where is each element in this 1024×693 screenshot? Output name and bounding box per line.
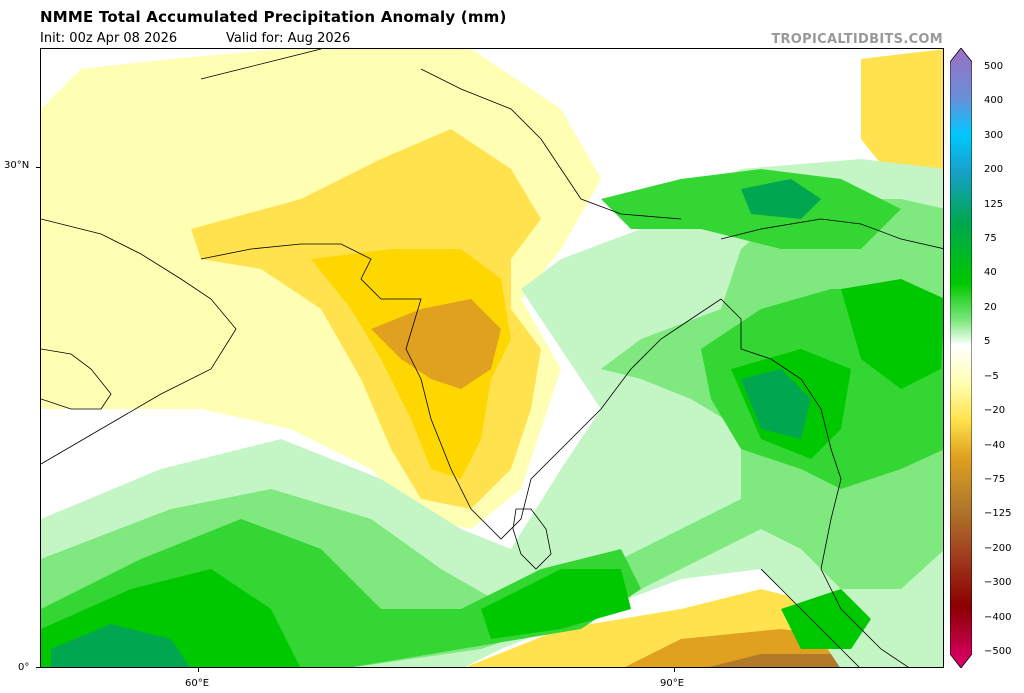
- colorbar-label: 300: [984, 129, 1004, 141]
- colorbar-label: 125: [984, 198, 1004, 210]
- colorbar-label: −400: [984, 611, 1012, 623]
- wet-region-dark-south: [481, 569, 631, 639]
- init-time: Init: 00z Apr 08 2026: [40, 31, 178, 46]
- wet-region-deep-n: [741, 179, 821, 219]
- dry-region-dark: [371, 299, 501, 389]
- colorbar-label: 20: [984, 301, 997, 313]
- wet-region-se: [781, 589, 871, 649]
- wet-region-deep-sw: [51, 624, 190, 667]
- lon-tick-60e: 60°E: [185, 678, 210, 689]
- dry-region-ne: [861, 49, 943, 189]
- lat-tick-0: 0°: [18, 662, 30, 673]
- colorbar-label: −300: [984, 577, 1012, 589]
- lon-tickmark-90e: [674, 668, 675, 672]
- lat-tickmark-0: [36, 667, 40, 668]
- colorbar-label: 75: [984, 233, 997, 245]
- valid-time: Valid for: Aug 2026: [226, 31, 351, 46]
- wet-region-dark-ne: [841, 279, 943, 389]
- colorbar: [950, 48, 972, 668]
- precip-anomaly-map: [40, 48, 944, 668]
- colorbar-label: −200: [984, 542, 1012, 554]
- colorbar-label: −40: [984, 439, 1006, 451]
- colorbar-label: −125: [984, 508, 1012, 520]
- lat-tick-30n: 30°N: [4, 160, 30, 171]
- colorbar-label: 500: [984, 61, 1004, 72]
- colorbar-label: 400: [984, 95, 1004, 107]
- source-credit: TROPICALTIDBITS.COM: [771, 32, 943, 47]
- colorbar-label: −75: [984, 473, 1006, 485]
- colorbar-label: 40: [984, 267, 997, 279]
- lon-tick-90e: 90°E: [660, 678, 685, 689]
- colorbar-label: −500: [984, 646, 1012, 657]
- wet-region-deep-bay: [741, 369, 811, 439]
- map-field: [41, 49, 943, 667]
- colorbar-label: −5: [984, 370, 999, 382]
- colorbar-label: 200: [984, 164, 1004, 176]
- map-title: NMME Total Accumulated Precipitation Ano…: [40, 8, 507, 26]
- colorbar-label: 5: [984, 336, 991, 348]
- lat-tickmark-30n: [36, 167, 40, 168]
- coastlines: [41, 49, 943, 667]
- colorbar-label: −20: [984, 405, 1006, 417]
- lon-tickmark-60e: [198, 668, 199, 672]
